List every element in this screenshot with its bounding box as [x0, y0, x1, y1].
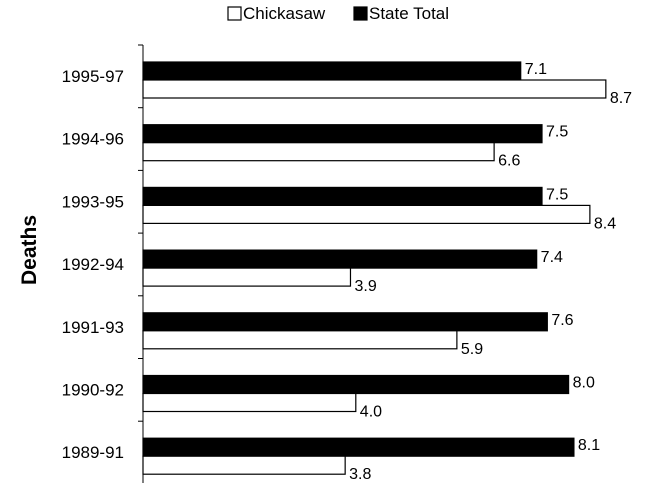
y-axis-label: Deaths [18, 215, 41, 285]
bar-chickasaw-1992-94 [142, 267, 352, 287]
category-label-1989-91: 1989-91 [62, 443, 124, 462]
value-label-state-total-1994-96: 7.5 [546, 124, 568, 141]
value-label-state-total-1995-97: 7.1 [525, 61, 547, 78]
bar-chickasaw-1995-97 [142, 79, 607, 99]
value-label-chickasaw-1995-97: 8.7 [610, 90, 632, 107]
bar-state-total-1995-97 [142, 61, 522, 81]
legend-swatch-state-total [353, 6, 368, 21]
category-label-1993-95: 1993-95 [62, 192, 124, 211]
category-labels: 1995-97 1994-96 1993-95 1992-94 1991-93 1990-… [62, 67, 124, 462]
legend-swatch-chickasaw [227, 6, 242, 21]
bar-chickasaw-1991-93 [142, 330, 458, 350]
bar-state-total-1994-96 [142, 124, 543, 144]
bar-state-total-1992-94 [142, 249, 538, 269]
value-label-state-total-1989-91: 8.1 [578, 437, 600, 454]
value-label-chickasaw-1991-93: 5.9 [461, 341, 483, 358]
bar-chickasaw-1989-91 [142, 455, 346, 475]
bar-state-total-1991-93 [142, 312, 548, 332]
value-label-chickasaw-1992-94: 3.9 [354, 278, 376, 295]
value-label-chickasaw-1994-96: 6.6 [498, 153, 520, 170]
legend-label-state-total: State Total [369, 4, 449, 23]
value-label-state-total-1991-93: 7.6 [551, 312, 573, 329]
value-label-state-total-1992-94: 7.4 [541, 249, 563, 266]
value-label-state-total-1993-95: 7.5 [546, 186, 568, 203]
category-label-1992-94: 1992-94 [62, 255, 124, 274]
value-label-chickasaw-1993-95: 8.4 [594, 215, 616, 232]
legend-label-chickasaw: Chickasaw [243, 4, 326, 23]
value-label-state-total-1990-92: 8.0 [573, 375, 595, 392]
bar-chickasaw-1993-95 [142, 204, 591, 224]
value-label-chickasaw-1989-91: 3.8 [349, 466, 371, 483]
bar-state-total-1993-95 [142, 186, 543, 206]
legend: Chickasaw State Total [227, 4, 449, 23]
bar-chickasaw-1994-96 [142, 142, 495, 162]
category-label-1990-92: 1990-92 [62, 381, 124, 400]
category-axis [138, 44, 144, 483]
bar-chickasaw-1990-92 [142, 392, 357, 413]
category-label-1994-96: 1994-96 [62, 130, 124, 149]
bar-state-total-1989-91 [142, 437, 575, 457]
bar-state-total-1990-92 [142, 374, 570, 395]
category-label-1995-97: 1995-97 [62, 67, 124, 86]
value-label-chickasaw-1990-92: 4.0 [360, 404, 382, 421]
value-labels: 7.1 8.7 7.5 6.6 7.5 8.4 7.4 3.9 7.6 5.9 8.0 4.0 8.1 3… [349, 61, 632, 483]
category-label-1991-93: 1991-93 [62, 318, 124, 337]
